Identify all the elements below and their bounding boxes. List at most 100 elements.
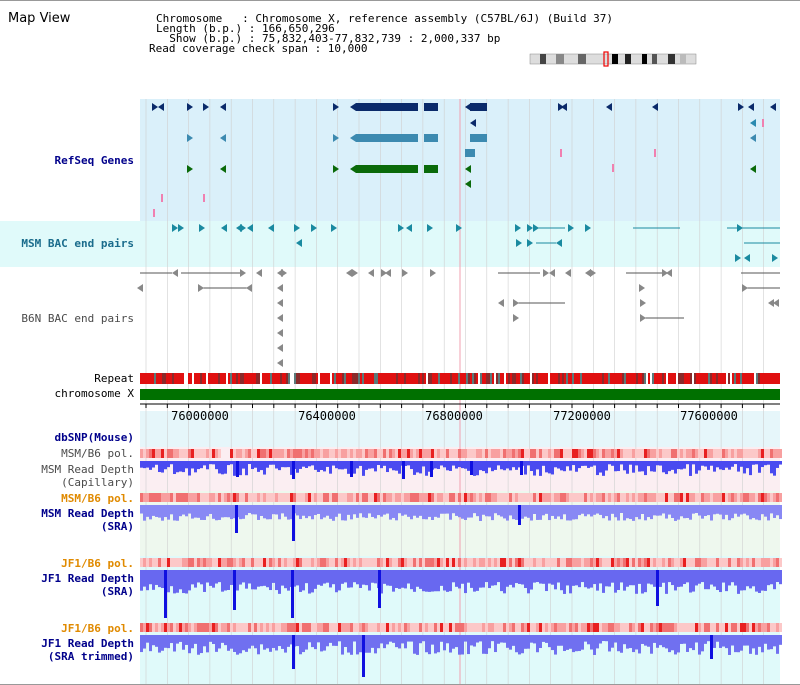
depth-bar bbox=[371, 505, 374, 517]
repeat-segment bbox=[672, 373, 674, 384]
polymorphism-cell bbox=[470, 558, 473, 567]
depth-bar bbox=[725, 570, 728, 592]
polymorphism-cell bbox=[257, 449, 260, 458]
repeat-segment bbox=[336, 373, 338, 384]
repeat-segment bbox=[742, 373, 744, 384]
depth-bar bbox=[410, 635, 413, 642]
track-label-repeat[interactable]: Repeat bbox=[94, 372, 134, 385]
track-label-chromosome[interactable]: chromosome X bbox=[54, 387, 134, 400]
repeat-segment bbox=[580, 373, 582, 384]
repeat-segment bbox=[558, 373, 560, 384]
depth-bar bbox=[326, 570, 329, 583]
depth-bar bbox=[317, 461, 320, 472]
depth-bar bbox=[407, 635, 410, 642]
repeat-segment bbox=[260, 373, 262, 384]
polymorphism-cell bbox=[740, 493, 743, 502]
polymorphism-cell bbox=[401, 493, 404, 502]
depth-bar bbox=[581, 570, 584, 583]
depth-bar bbox=[275, 505, 278, 515]
track-label-msm-b6-pol-2[interactable]: MSM/B6 pol. bbox=[61, 492, 134, 505]
depth-bar bbox=[668, 570, 671, 583]
depth-bar bbox=[143, 635, 146, 649]
polymorphism-cell bbox=[767, 493, 770, 502]
track-label-msm-depth-capillary[interactable]: MSM Read Depth bbox=[41, 463, 134, 476]
polymorphism-cell bbox=[530, 623, 533, 632]
repeat-segment bbox=[236, 373, 238, 384]
depth-bar bbox=[608, 461, 611, 465]
depth-bar bbox=[254, 570, 257, 590]
polymorphism-cell bbox=[737, 449, 740, 458]
polymorphism-cell bbox=[356, 493, 359, 502]
depth-bar bbox=[521, 570, 524, 585]
depth-bar bbox=[167, 505, 170, 520]
polymorphism-cell bbox=[230, 449, 233, 458]
depth-bar bbox=[500, 570, 503, 592]
depth-bar bbox=[263, 505, 266, 519]
track-label-msm-bac[interactable]: MSM BAC end pairs bbox=[21, 237, 134, 250]
polymorphism-cell bbox=[566, 449, 569, 458]
polymorphism-cell bbox=[302, 493, 305, 502]
polymorphism-cell bbox=[764, 558, 767, 567]
depth-bar bbox=[140, 635, 143, 653]
track-label-msm-b6-pol-1[interactable]: MSM/B6 pol. bbox=[61, 447, 134, 460]
polymorphism-cell bbox=[398, 493, 401, 502]
repeat-segment bbox=[458, 373, 460, 384]
repeat-segment bbox=[390, 373, 392, 384]
polymorphism-cell bbox=[713, 449, 716, 458]
depth-bar bbox=[389, 505, 392, 520]
polymorphism-cell bbox=[623, 449, 626, 458]
polymorphism-cell bbox=[527, 449, 530, 458]
polymorphism-cell bbox=[233, 449, 236, 458]
depth-bar bbox=[359, 505, 362, 514]
polymorphism-cell bbox=[245, 558, 248, 567]
depth-bar bbox=[746, 461, 749, 469]
track-label-jf1-depth-trimmed[interactable]: JF1 Read Depth bbox=[41, 637, 134, 650]
polymorphism-cell bbox=[335, 558, 338, 567]
track-label-jf1-b6-pol-2[interactable]: JF1/B6 pol. bbox=[61, 622, 134, 635]
track-label-refseq-genes[interactable]: RefSeq Genes bbox=[54, 154, 134, 167]
depth-bar bbox=[710, 505, 713, 521]
depth-bar bbox=[461, 461, 464, 469]
depth-bar bbox=[305, 505, 308, 519]
polymorphism-cell bbox=[578, 623, 581, 632]
polymorphism-cell bbox=[584, 558, 587, 567]
depth-bar bbox=[602, 505, 605, 519]
track-label-jf1-b6-pol-1[interactable]: JF1/B6 pol. bbox=[61, 557, 134, 570]
depth-bar bbox=[467, 635, 470, 655]
track-label-jf1-depth-sra[interactable]: JF1 Read Depth bbox=[41, 572, 134, 585]
depth-bar bbox=[224, 570, 227, 591]
depth-bar bbox=[302, 570, 305, 591]
depth-bar bbox=[578, 505, 581, 516]
depth-bar bbox=[389, 635, 392, 642]
depth-bar bbox=[170, 461, 173, 465]
depth-bar bbox=[779, 570, 782, 585]
repeat-segment bbox=[634, 373, 636, 384]
depth-bar bbox=[152, 635, 155, 646]
polymorphism-cell bbox=[443, 449, 446, 458]
depth-bar bbox=[755, 570, 758, 592]
polymorphism-cell bbox=[218, 449, 221, 458]
depth-bar bbox=[188, 570, 191, 591]
depth-bar bbox=[371, 570, 374, 583]
polymorphism-cell bbox=[563, 623, 566, 632]
depth-bar bbox=[695, 461, 698, 474]
depth-bar bbox=[569, 635, 572, 649]
depth-bar bbox=[563, 461, 566, 472]
repeat-segment bbox=[714, 373, 716, 384]
track-label-dbsnp[interactable]: dbSNP(Mouse) bbox=[54, 431, 134, 444]
track-label-b6n-bac[interactable]: B6N BAC end pairs bbox=[21, 312, 134, 325]
gene-marker bbox=[350, 134, 356, 142]
depth-bar bbox=[743, 505, 746, 514]
track-label-msm-depth-sra[interactable]: MSM Read Depth bbox=[41, 507, 134, 520]
polymorphism-cell bbox=[209, 449, 212, 458]
polymorphism-cell bbox=[740, 623, 743, 632]
depth-bar bbox=[308, 461, 311, 467]
polymorphism-cell bbox=[308, 449, 311, 458]
polymorphism-cell bbox=[374, 558, 377, 567]
polymorphism-cell bbox=[158, 493, 161, 502]
polymorphism-cell bbox=[590, 493, 593, 502]
repeat-segment bbox=[176, 373, 178, 384]
depth-bar bbox=[416, 461, 419, 473]
depth-bar bbox=[203, 570, 206, 592]
